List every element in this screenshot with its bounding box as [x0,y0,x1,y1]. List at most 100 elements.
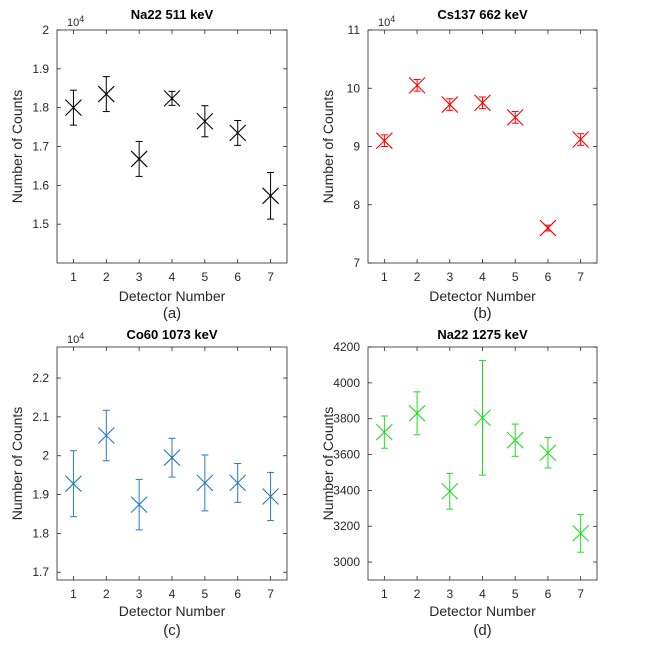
data-point [441,472,459,510]
x-marker-stroke-2 [229,124,247,142]
data-point [408,76,426,94]
x-marker-stroke-2 [375,423,393,441]
x-marker-stroke-2 [130,496,148,514]
x-marker-stroke-2 [408,76,426,94]
x-marker-stroke-2 [97,85,115,103]
chart-title: Na22 1275 keV [437,327,528,342]
data-point [408,391,426,436]
x-tick-label: 7 [577,270,584,284]
data-point [97,409,115,462]
x-tick-label: 3 [446,270,453,284]
x-tick-label: 2 [414,587,421,601]
data-point [65,450,82,518]
data-point [375,132,393,150]
x-tick-label: 7 [267,270,274,284]
data-point [262,471,279,522]
x-tick-label: 5 [202,270,209,284]
x-tick-label: 6 [545,587,552,601]
y-tick-label: 1.9 [32,62,49,76]
y-tick-label: 1.8 [32,101,49,115]
x-marker-stroke-2 [163,449,181,467]
data-point [262,172,279,220]
y-tick-label: 3400 [333,483,360,497]
x-tick-label: 1 [70,587,77,601]
plot-area [56,29,288,264]
x-tick-label: 2 [414,270,421,284]
y-tick-label: 9 [353,140,360,154]
x-marker-stroke-2 [97,427,115,444]
plot-area [367,29,598,264]
data-point [130,140,148,177]
data-point [539,437,557,469]
panel-label: (c) [163,622,181,639]
data-point [539,219,557,237]
y-tick-label: 3200 [333,519,360,533]
chart-panel-3: 1 2 3 4 5 6 7 1.7 1.8 1.9 2 2.1 2.2 104 Co60 1073 keV D… [9,327,288,639]
y-tick-label: 7 [353,256,360,270]
y-tick-label: 1.9 [32,488,49,502]
y-tick-label: 1.5 [32,217,49,231]
x-tick-label: 1 [70,270,77,284]
x-marker-stroke-2 [130,150,148,168]
x-tick-label: 5 [512,270,519,284]
x-tick-label: 1 [381,270,388,284]
panel-label: (d) [473,622,491,639]
x-marker-stroke-2 [65,475,82,493]
y-exponent-label: 104 [67,331,84,346]
x-tick-label: 6 [234,587,241,601]
x-tick-label: 5 [512,587,519,601]
x-tick-label: 7 [577,587,584,601]
x-marker-stroke-2 [441,96,459,113]
y-tick-label: 2 [42,449,49,463]
x-marker-stroke-2 [229,474,247,492]
x-tick-label: 3 [136,270,143,284]
x-axis-label: Detector Number [119,288,226,304]
x-marker-stroke-2 [474,94,491,112]
data-point [474,359,491,476]
y-exponent-label: 104 [67,14,84,29]
data-point [474,94,491,112]
data-point [506,423,524,457]
y-axis-label: Number of Counts [320,90,336,204]
x-marker-stroke-2 [262,488,279,505]
x-tick-label: 2 [103,270,110,284]
x-marker-stroke-2 [539,219,557,237]
data-point [572,514,590,553]
x-tick-label: 4 [479,270,486,284]
x-axis-label: Detector Number [119,603,226,619]
data-point [196,105,214,138]
y-tick-label: 2.2 [32,371,49,385]
data-point [572,131,590,148]
x-tick-label: 2 [103,587,110,601]
data-point [65,89,82,126]
y-axis-label: Number of Counts [320,407,336,521]
y-tick-label: 1.6 [32,178,49,192]
x-marker-stroke-2 [474,409,491,427]
chart-title: Na22 511 keV [131,7,214,22]
y-tick-label: 8 [353,198,360,212]
y-axis-label: Number of Counts [9,407,25,521]
x-marker-stroke-2 [408,404,426,422]
y-tick-label: 1.7 [32,565,49,579]
x-tick-label: 5 [202,587,209,601]
y-tick-label: 11 [348,23,361,37]
y-exponent-label: 104 [378,14,395,29]
x-tick-label: 6 [234,270,241,284]
x-tick-label: 7 [267,587,274,601]
x-marker-stroke-2 [441,482,459,500]
data-point [130,478,148,531]
y-tick-label: 2 [42,23,49,37]
chart-panel-2: 1 2 3 4 5 6 7 7 8 9 10 11 104 Cs137 662 keV Detector N… [320,7,598,322]
x-marker-stroke-2 [196,112,214,130]
data-point [163,437,181,478]
x-tick-label: 4 [169,270,176,284]
panel-label: (a) [163,305,181,322]
x-marker-stroke-2 [506,431,524,449]
y-tick-label: 10 [347,81,361,95]
x-marker-stroke-2 [65,99,82,117]
x-marker-stroke-2 [262,187,279,205]
x-tick-label: 3 [446,587,453,601]
y-tick-label: 2.1 [32,410,49,424]
chart-panel-1: 1 2 3 4 5 6 7 1.5 1.6 1.7 1.8 1.9 2 104 Na22 511 keV De… [9,7,288,322]
chart-panel-4: 1 2 3 4 5 6 7 3000 3200 3400 3600 3800 4000 4200 Na22 … [320,327,598,639]
